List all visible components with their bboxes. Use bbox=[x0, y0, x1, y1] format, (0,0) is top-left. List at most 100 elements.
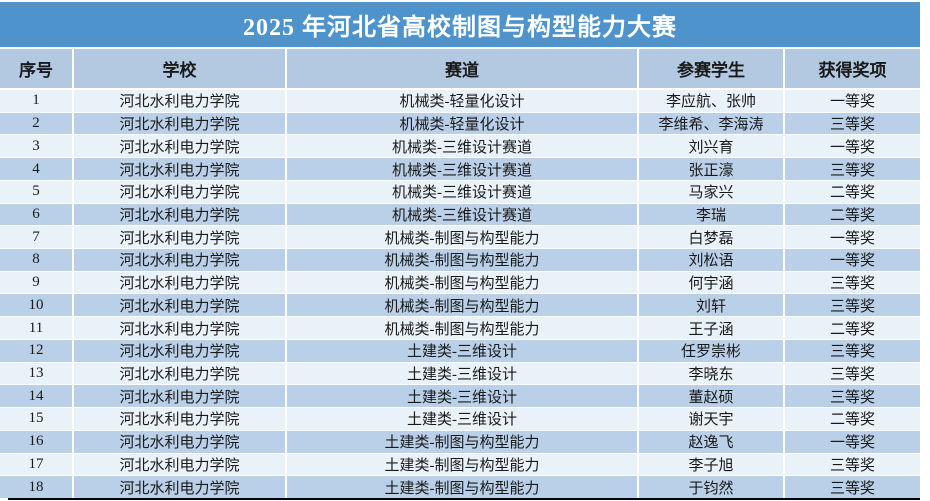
cell-index: 15 bbox=[28, 410, 44, 427]
cell-award: 三等奖 bbox=[783, 339, 920, 362]
cell-index: 9 bbox=[32, 274, 40, 291]
cell-award: 二等奖 bbox=[783, 317, 920, 339]
cell-school: 河北水利电力学院 bbox=[72, 271, 285, 294]
table-header-row: 序号 学校 赛道 参赛学生 获得奖项 bbox=[0, 49, 920, 88]
cell-award: 一等奖 bbox=[783, 90, 920, 112]
cell-school: 河北水利电力学院 bbox=[72, 430, 285, 453]
cell-track: 机械类-制图与构型能力 bbox=[285, 294, 637, 317]
cell-award: 二等奖 bbox=[783, 180, 920, 203]
cell-students: 何宇涵 bbox=[637, 271, 783, 294]
table-row: 3 河北水利电力学院 机械类-三维设计赛道 刘兴育 一等奖 bbox=[0, 135, 920, 159]
table-row: 11 河北水利电力学院 机械类-制图与构型能力 王子涵 二等奖 bbox=[0, 317, 920, 340]
cell-award: 三等奖 bbox=[783, 362, 920, 385]
cell-school: 河北水利电力学院 bbox=[72, 362, 285, 385]
cell-track: 土建类-三维设计 bbox=[285, 408, 637, 430]
cell-track: 机械类-制图与构型能力 bbox=[285, 271, 637, 294]
cell-index: 6 bbox=[32, 205, 40, 222]
cell-index: 12 bbox=[28, 342, 44, 359]
cell-students: 谢天宇 bbox=[637, 408, 783, 430]
cell-students: 李子旭 bbox=[637, 453, 783, 476]
cell-school: 河北水利电力学院 bbox=[72, 294, 285, 317]
cell-school: 河北水利电力学院 bbox=[72, 90, 285, 112]
cell-track: 土建类-制图与构型能力 bbox=[285, 476, 637, 498]
cell-award: 二等奖 bbox=[783, 408, 920, 430]
table-row: 18 河北水利电力学院 土建类-制图与构型能力 于钧然 三等奖 bbox=[0, 476, 920, 498]
cell-index: 11 bbox=[28, 319, 44, 336]
cell-award: 三等奖 bbox=[783, 294, 920, 317]
cell-track: 机械类-三维设计赛道 bbox=[285, 135, 637, 158]
cell-index: 3 bbox=[32, 137, 40, 154]
cell-students: 李维希、李海涛 bbox=[637, 112, 783, 135]
cell-track: 机械类-三维设计赛道 bbox=[285, 180, 637, 203]
cell-index: 14 bbox=[28, 387, 44, 404]
cell-school: 河北水利电力学院 bbox=[72, 339, 285, 362]
cell-award: 一等奖 bbox=[783, 226, 920, 249]
table-row: 2 河北水利电力学院 机械类-轻量化设计 李维希、李海涛 三等奖 bbox=[0, 112, 920, 136]
cell-award: 一等奖 bbox=[783, 135, 920, 158]
cell-students: 白梦磊 bbox=[637, 226, 783, 249]
cell-index: 10 bbox=[28, 296, 44, 313]
table-row: 5 河北水利电力学院 机械类-三维设计赛道 马家兴 二等奖 bbox=[0, 180, 920, 204]
cell-award: 三等奖 bbox=[783, 453, 920, 476]
table-row: 8 河北水利电力学院 机械类-制图与构型能力 刘松语 一等奖 bbox=[0, 249, 920, 272]
cell-school: 河北水利电力学院 bbox=[72, 112, 285, 135]
cell-index: 7 bbox=[32, 228, 40, 245]
cell-students: 于钧然 bbox=[637, 476, 783, 498]
table-row: 10 河北水利电力学院 机械类-制图与构型能力 刘轩 三等奖 bbox=[0, 294, 920, 318]
cell-track: 机械类-三维设计赛道 bbox=[285, 203, 637, 226]
cell-school: 河北水利电力学院 bbox=[72, 408, 285, 430]
cell-track: 土建类-三维设计 bbox=[285, 385, 637, 408]
cell-index: 18 bbox=[28, 478, 44, 495]
cell-index: 4 bbox=[32, 160, 40, 177]
cell-school: 河北水利电力学院 bbox=[72, 203, 285, 226]
cell-school: 河北水利电力学院 bbox=[72, 249, 285, 271]
cell-index: 2 bbox=[32, 115, 40, 132]
header-cell-school: 学校 bbox=[72, 49, 285, 88]
cell-students: 任罗崇彬 bbox=[637, 339, 783, 362]
table-row: 17 河北水利电力学院 土建类-制图与构型能力 李子旭 三等奖 bbox=[0, 453, 920, 477]
cell-index: 8 bbox=[32, 251, 40, 268]
cell-school: 河北水利电力学院 bbox=[72, 158, 285, 180]
cell-students: 马家兴 bbox=[637, 180, 783, 203]
cell-index: 1 bbox=[32, 92, 40, 109]
cell-award: 三等奖 bbox=[783, 112, 920, 135]
cell-track: 机械类-三维设计赛道 bbox=[285, 158, 637, 180]
table-row: 14 河北水利电力学院 土建类-三维设计 董赵硕 三等奖 bbox=[0, 385, 920, 409]
cell-school: 河北水利电力学院 bbox=[72, 453, 285, 476]
cell-track: 土建类-制图与构型能力 bbox=[285, 453, 637, 476]
cell-school: 河北水利电力学院 bbox=[72, 476, 285, 498]
cell-track: 土建类-三维设计 bbox=[285, 362, 637, 385]
table-row: 4 河北水利电力学院 机械类-三维设计赛道 张正濠 三等奖 bbox=[0, 158, 920, 181]
cell-award: 一等奖 bbox=[783, 249, 920, 271]
cell-students: 李瑞 bbox=[637, 203, 783, 226]
cell-students: 王子涵 bbox=[637, 317, 783, 339]
cell-index: 16 bbox=[28, 433, 44, 450]
header-cell-students: 参赛学生 bbox=[637, 49, 783, 88]
cell-students: 赵逸飞 bbox=[637, 430, 783, 453]
table-row: 15 河北水利电力学院 土建类-三维设计 谢天宇 二等奖 bbox=[0, 408, 920, 431]
cell-students: 张正濠 bbox=[637, 158, 783, 180]
cell-students: 李晓东 bbox=[637, 362, 783, 385]
cell-award: 二等奖 bbox=[783, 203, 920, 226]
cell-track: 机械类-轻量化设计 bbox=[285, 112, 637, 135]
cell-index: 17 bbox=[28, 455, 44, 472]
header-cell-index: 序号 bbox=[19, 61, 53, 80]
table-row: 9 河北水利电力学院 机械类-制图与构型能力 何宇涵 三等奖 bbox=[0, 271, 920, 295]
award-table: 序号 学校 赛道 参赛学生 获得奖项 1 河北水利电力学院 机械类-轻量化设计 李应航、张帅一… bbox=[0, 49, 920, 498]
cell-school: 河北水利电力学院 bbox=[72, 317, 285, 339]
cell-award: 三等奖 bbox=[783, 158, 920, 180]
cell-school: 河北水利电力学院 bbox=[72, 226, 285, 249]
table-row: 6 河北水利电力学院 机械类-三维设计赛道 李瑞 二等奖 bbox=[0, 203, 920, 227]
cell-students: 李应航、张帅 bbox=[637, 90, 783, 112]
cell-track: 土建类-三维设计 bbox=[285, 339, 637, 362]
cell-award: 三等奖 bbox=[783, 476, 920, 498]
table-row: 12 河北水利电力学院 土建类-三维设计 任罗崇彬 三等奖 bbox=[0, 339, 920, 363]
cell-award: 三等奖 bbox=[783, 385, 920, 408]
table-bottom-border bbox=[8, 498, 920, 500]
cell-school: 河北水利电力学院 bbox=[72, 135, 285, 158]
table-row: 13 河北水利电力学院 土建类-三维设计 李晓东 三等奖 bbox=[0, 362, 920, 386]
cell-track: 土建类-制图与构型能力 bbox=[285, 430, 637, 453]
cell-track: 机械类-制图与构型能力 bbox=[285, 317, 637, 339]
cell-index: 5 bbox=[32, 183, 40, 200]
